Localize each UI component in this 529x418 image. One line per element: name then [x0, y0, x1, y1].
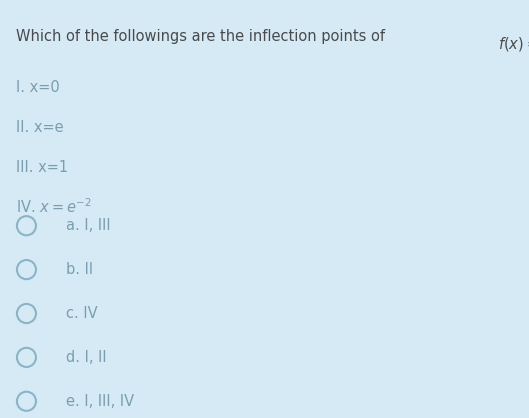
Text: e. I, III, IV: e. I, III, IV — [66, 394, 134, 409]
Text: $f(x) = \dfrac{1}{\ln x}$?: $f(x) = \dfrac{1}{\ln x}$? — [498, 29, 529, 62]
Text: d. I, II: d. I, II — [66, 350, 107, 365]
Text: c. IV: c. IV — [66, 306, 98, 321]
Text: II. x=e: II. x=e — [16, 120, 63, 135]
Text: b. II: b. II — [66, 262, 93, 277]
Text: a. I, III: a. I, III — [66, 218, 111, 233]
Text: IV. $x = e^{-2}$: IV. $x = e^{-2}$ — [16, 198, 92, 216]
Text: I. x=0: I. x=0 — [16, 80, 60, 95]
Text: III. x=1: III. x=1 — [16, 160, 68, 175]
Text: Which of the followings are the inflection points of: Which of the followings are the inflecti… — [16, 29, 389, 44]
